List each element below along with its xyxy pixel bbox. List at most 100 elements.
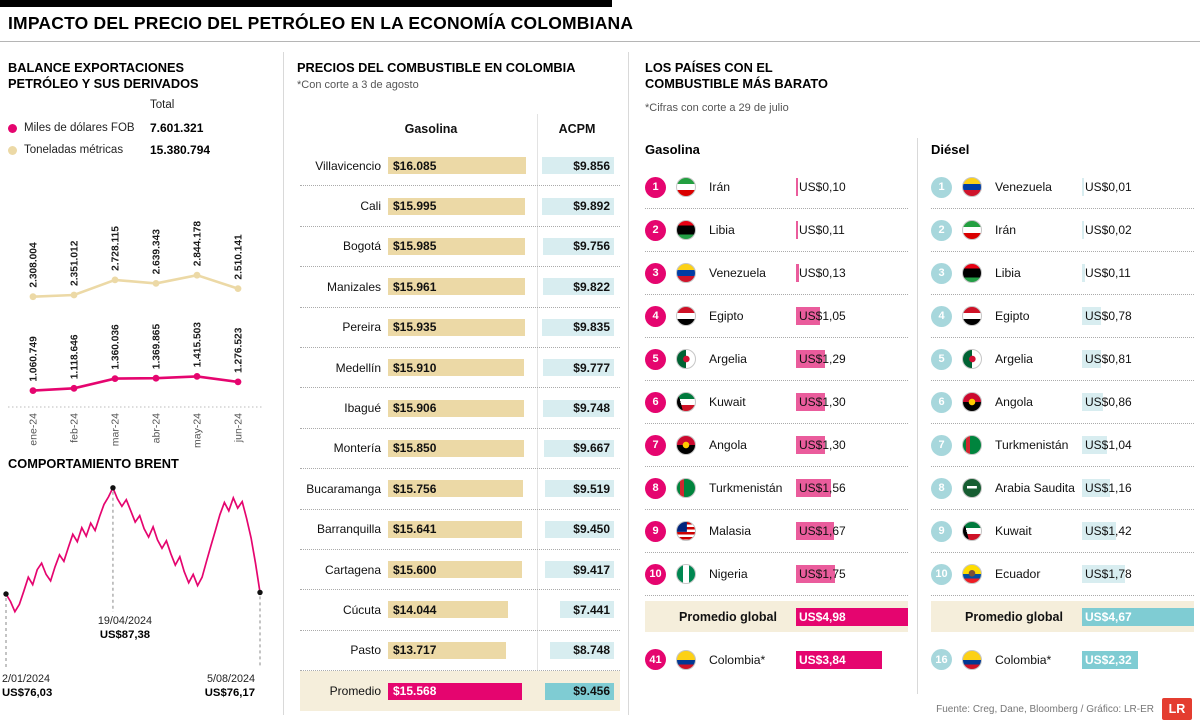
price-label: US$1,29 bbox=[799, 352, 846, 366]
rank-badge: 10 bbox=[931, 563, 952, 585]
fuel-row: Pasto $13.717 $8.748 bbox=[300, 631, 620, 672]
ecuador-flag-icon bbox=[962, 564, 982, 584]
price-bar bbox=[796, 393, 825, 411]
rank-badge: 5 bbox=[931, 348, 952, 370]
gasolina-bar-area: $15.641 bbox=[388, 520, 538, 538]
price-bar bbox=[1082, 264, 1085, 282]
acpm-value: $9.748 bbox=[573, 401, 610, 416]
price-bar bbox=[1082, 221, 1084, 239]
city-label: Cúcuta bbox=[342, 602, 381, 617]
value-label: 1.415.503 bbox=[193, 322, 204, 368]
gasolina-bar-area: $15.850 bbox=[388, 439, 538, 457]
country-name: Turkmenistán bbox=[709, 481, 783, 495]
data-point bbox=[111, 375, 119, 382]
country-row: 6 Angola US$0,86 bbox=[931, 381, 1194, 424]
country-name: Venezuela bbox=[709, 266, 766, 280]
rank-badge: 5 bbox=[645, 348, 666, 370]
gasolina-bar-area: $16.085 bbox=[388, 157, 538, 175]
price-label: US$0,11 bbox=[1085, 266, 1131, 280]
annotation-point bbox=[3, 591, 9, 597]
country-name: Kuwait bbox=[709, 395, 746, 409]
price-cell: US$1,16 bbox=[1082, 479, 1194, 498]
gasolina-bar: $15.910 bbox=[388, 359, 524, 377]
city-label: Bucaramanga bbox=[306, 481, 381, 496]
gasolina-bar-area: $15.600 bbox=[388, 561, 538, 579]
acpm-column-header: ACPM bbox=[558, 122, 596, 136]
fuel-row: Manizales $15.961 $9.822 bbox=[300, 267, 620, 308]
gasolina-list-header: Gasolina bbox=[645, 142, 700, 157]
price-bar bbox=[1082, 307, 1101, 325]
libia-flag-icon bbox=[676, 220, 696, 240]
price-label: US$1,30 bbox=[799, 438, 846, 452]
gasolina-bar-area: $15.756 bbox=[388, 480, 538, 498]
country-row: 7 Angola US$1,30 bbox=[645, 424, 908, 467]
price-bar bbox=[796, 522, 834, 540]
fuel-row: Ibagué $15.906 $9.748 bbox=[300, 388, 620, 429]
country-name: Argelia bbox=[709, 352, 747, 366]
iran-flag-icon bbox=[676, 177, 696, 197]
country-row: 8 Turkmenistán US$1,56 bbox=[645, 467, 908, 510]
gasolina-bar: $15.961 bbox=[388, 278, 525, 296]
gasolina-bar-area: $15.961 bbox=[388, 278, 538, 296]
fuel-row: Medellín $15.910 $9.777 bbox=[300, 348, 620, 389]
fuel-price-table: Villavicencio $16.085 $9.856 Cali $15.995 $9.… bbox=[300, 146, 620, 712]
price-label: US$0,78 bbox=[1085, 309, 1132, 323]
acpm-bar-area: $9.667 bbox=[538, 439, 620, 457]
price-label: US$0,02 bbox=[1085, 223, 1132, 237]
acpm-value: $9.756 bbox=[573, 239, 610, 254]
gasolina-value: $15.906 bbox=[393, 401, 437, 416]
acpm-bar: $9.417 bbox=[545, 561, 614, 579]
gasolina-bar: $15.756 bbox=[388, 480, 523, 498]
average-bar bbox=[796, 607, 908, 626]
price-cell: US$3,84 bbox=[796, 650, 908, 669]
acpm-bar-area: $9.748 bbox=[538, 399, 620, 417]
exports-legend: Total Miles de dólares FOB 7.601.321 Ton… bbox=[8, 99, 280, 161]
average-price: US$4,98 bbox=[799, 609, 846, 624]
country-row: 2 Libia US$0,11 bbox=[645, 209, 908, 252]
acpm-bar-area: $9.856 bbox=[538, 157, 620, 175]
price-cell: US$0,01 bbox=[1082, 178, 1194, 197]
rank-badge: 9 bbox=[645, 520, 666, 542]
acpm-value: $9.856 bbox=[573, 158, 610, 173]
price-label: US$1,75 bbox=[799, 567, 846, 581]
rank-badge: 8 bbox=[645, 477, 666, 499]
annotation-point bbox=[110, 485, 116, 491]
acpm-bar-area: $9.892 bbox=[538, 197, 620, 215]
colombia-flag-icon bbox=[676, 649, 696, 670]
rank-badge: 41 bbox=[645, 649, 666, 670]
arabia-flag-icon bbox=[962, 478, 982, 498]
price-cell: US$0,11 bbox=[796, 221, 908, 240]
price-label: US$0,86 bbox=[1085, 395, 1132, 409]
gasolina-value: $15.985 bbox=[393, 239, 437, 254]
rank-badge: 2 bbox=[645, 219, 666, 241]
column-divider-left bbox=[283, 52, 284, 715]
gasolina-bar: $15.850 bbox=[388, 439, 524, 457]
acpm-value: $9.456 bbox=[573, 684, 610, 699]
gasolina-bar-area: $15.995 bbox=[388, 197, 538, 215]
data-point bbox=[193, 373, 201, 380]
value-label: 1.060.749 bbox=[29, 336, 40, 382]
price-label: US$1,30 bbox=[799, 395, 846, 409]
rank-badge: 8 bbox=[931, 477, 952, 499]
price-cell: US$4,67 bbox=[1082, 607, 1194, 626]
fuel-row: Cúcuta $14.044 $7.441 bbox=[300, 590, 620, 631]
series-line bbox=[32, 273, 239, 298]
country-name: Egipto bbox=[709, 309, 744, 323]
price-bar bbox=[1082, 393, 1103, 411]
diesel-country-list: 1 Venezuela US$0,01 2 Irán US$0,02 3 Libia US$0,… bbox=[931, 166, 1194, 681]
cheapest-note: *Cifras con corte a 29 de julio bbox=[645, 102, 789, 114]
gasolina-value: $15.961 bbox=[393, 279, 437, 294]
gasolina-value: $15.641 bbox=[393, 522, 437, 537]
country-row: 4 Egipto US$0,78 bbox=[931, 295, 1194, 338]
fuel-row: Montería $15.850 $9.667 bbox=[300, 429, 620, 470]
country-row: 8 Arabia Saudita US$1,16 bbox=[931, 467, 1194, 510]
rank-badge: 2 bbox=[931, 219, 952, 241]
country-row: 2 Irán US$0,02 bbox=[931, 209, 1194, 252]
gasolina-bar: $15.568 bbox=[388, 682, 522, 700]
country-name: Arabia Saudita bbox=[995, 481, 1075, 495]
acpm-value: $9.417 bbox=[573, 562, 610, 577]
annotation-value: US$87,38 bbox=[100, 629, 150, 641]
country-name: Libia bbox=[995, 266, 1021, 280]
colombia-flag-icon bbox=[962, 649, 982, 670]
